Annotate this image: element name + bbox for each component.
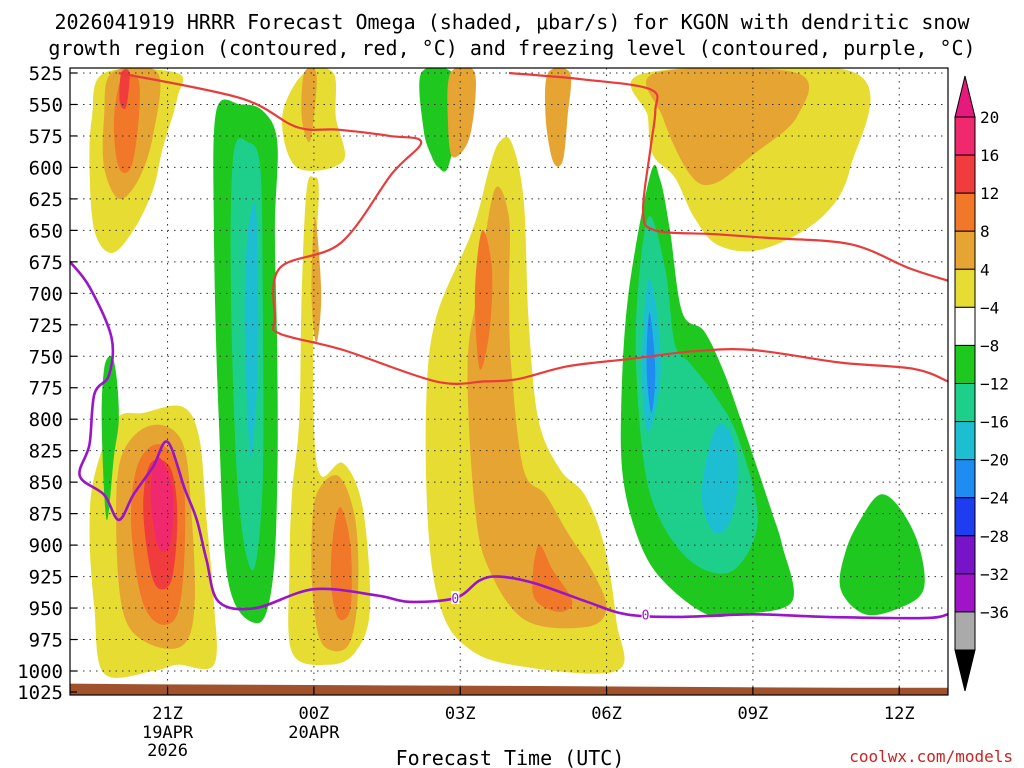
omega-region <box>544 68 572 167</box>
omega-region <box>311 217 322 344</box>
time-tick-year: 2026 <box>147 741 188 761</box>
pressure-tick-label: 625 <box>29 189 63 211</box>
contour-layer: 00 <box>70 71 948 623</box>
chart-title-line-2: growth region (contoured, red, °C) and f… <box>48 36 975 60</box>
colorbar-swatch <box>954 230 976 270</box>
colorbar-swatch <box>954 611 976 651</box>
pressure-tick-label: 850 <box>29 472 63 494</box>
colorbar-swatch <box>954 573 976 613</box>
freezing-label-background <box>641 607 650 621</box>
omega-region <box>646 68 809 186</box>
pressure-tick-label: 1025 <box>17 682 63 704</box>
pressure-tick-label: 800 <box>29 409 63 431</box>
pressure-tick-label: 900 <box>29 535 63 557</box>
freezing-level-label: 0 <box>642 608 650 623</box>
colorbar-swatch <box>954 154 976 194</box>
omega-region <box>425 136 625 674</box>
colorbar-label: −32 <box>980 565 1009 584</box>
omega-region <box>301 68 317 143</box>
colorbar-swatch <box>954 344 976 384</box>
pressure-tick-label: 725 <box>29 315 63 337</box>
pressure-tick-label: 975 <box>29 630 63 652</box>
colorbar-label: −24 <box>980 489 1009 508</box>
time-tick-label: 03Z <box>445 704 476 724</box>
colorbar-label: 16 <box>980 146 999 165</box>
pressure-tick-label: 675 <box>29 252 63 274</box>
colorbar-swatch <box>954 535 976 575</box>
time-tick-label: 12Z <box>884 704 915 724</box>
colorbar-label: −4 <box>980 298 999 317</box>
time-tick-label: 21Z <box>152 704 183 724</box>
omega-region <box>447 68 476 158</box>
time-tick-date: 19APR <box>142 723 194 743</box>
colorbar-swatch <box>954 459 976 499</box>
pressure-tick-label: 650 <box>29 220 63 242</box>
time-tick-label: 00Z <box>299 704 330 724</box>
colorbar-swatch <box>954 306 976 346</box>
colorbar-label: −16 <box>980 413 1009 432</box>
dendritic-growth-contour <box>508 71 948 282</box>
terrain-surface <box>70 683 948 695</box>
pressure-tick-label: 1000 <box>17 661 63 683</box>
time-tick-date: 20APR <box>288 723 340 743</box>
chart-title-line-1: 2026041919 HRRR Forecast Omega (shaded, … <box>54 10 970 34</box>
x-axis-label: Forecast Time (UTC) <box>396 746 625 768</box>
omega-region <box>474 229 493 370</box>
omega-region <box>150 456 174 552</box>
pressure-axis: 525 550 575 600 625 650 675 700 725 750 775 800 825 8… <box>17 63 77 704</box>
plot-frame <box>69 67 949 696</box>
pressure-tick-label: 575 <box>29 126 63 148</box>
omega-region <box>101 356 119 521</box>
pressure-tick-label: 825 <box>29 441 63 463</box>
colorbar-swatch <box>954 383 976 423</box>
omega-region <box>467 186 607 629</box>
grid-layer <box>70 68 948 695</box>
time-tick-label: 06Z <box>591 704 622 724</box>
colorbar-bottom-arrow <box>954 649 976 692</box>
omega-colorbar: 20 16 12 8 4 −4 −8 −12 −16 −20 −24 −28 −32 −36 <box>954 75 1009 692</box>
colorbar-label: −36 <box>980 603 1009 622</box>
freezing-label-background <box>451 590 460 604</box>
freezing-level-contour <box>70 260 948 620</box>
pressure-tick-label: 700 <box>29 283 63 305</box>
omega-region <box>839 494 925 616</box>
time-tick-label: 09Z <box>738 704 769 724</box>
colorbar-swatch <box>954 497 976 537</box>
watermark: coolwx.com/models <box>849 747 1013 766</box>
pressure-tick-label: 750 <box>29 346 63 368</box>
colorbar-label: 8 <box>980 222 990 241</box>
omega-region <box>244 203 259 458</box>
omega-shading-layer <box>70 68 948 695</box>
dendritic-growth-contour <box>118 71 948 385</box>
pressure-tick-label: 950 <box>29 598 63 620</box>
colorbar-label: 20 <box>980 108 999 127</box>
pressure-tick-label: 925 <box>29 567 63 589</box>
freezing-level-label: 0 <box>451 592 459 607</box>
pressure-tick-label: 775 <box>29 378 63 400</box>
pressure-tick-label: 525 <box>29 63 63 85</box>
colorbar-label: 12 <box>980 184 999 203</box>
plot-area: 00 5255505756006256506757007257507758008… <box>17 63 949 761</box>
colorbar-label: −12 <box>980 375 1009 394</box>
colorbar-label: −20 <box>980 451 1009 470</box>
pressure-tick-label: 550 <box>29 94 63 116</box>
colorbar-swatch <box>954 421 976 461</box>
colorbar-swatch <box>954 116 976 156</box>
omega-region <box>701 424 739 534</box>
colorbar-swatch <box>954 268 976 308</box>
pressure-tick-label: 875 <box>29 504 63 526</box>
colorbar-label: −28 <box>980 527 1009 546</box>
pressure-tick-label: 600 <box>29 157 63 179</box>
colorbar-label: −8 <box>980 336 999 355</box>
omega-region <box>532 544 573 612</box>
omega-region <box>119 69 130 110</box>
colorbar-label: 4 <box>980 260 990 279</box>
colorbar-swatch <box>954 192 976 232</box>
